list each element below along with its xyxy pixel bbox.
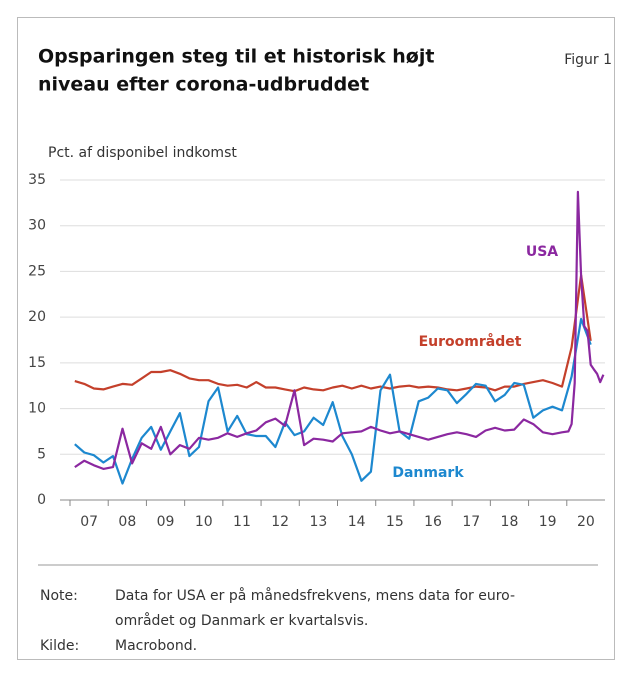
note: området og Danmark er kvartalsvis. [115, 612, 368, 629]
x-tick-label: 15 [386, 514, 404, 530]
chart-title: Opsparingen steg til et historisk højt [38, 46, 434, 68]
x-tick-label: 09 [157, 514, 175, 530]
x-tick-label: 16 [424, 514, 442, 530]
y-tick-label: 15 [28, 355, 46, 371]
x-tick-label: 17 [462, 514, 480, 530]
y-tick-label: 25 [28, 263, 46, 279]
source: Macrobond. [115, 638, 197, 654]
source-label: Kilde: [40, 638, 79, 654]
x-tick-label: 12 [271, 514, 289, 530]
card-border [17, 17, 615, 660]
x-tick-label: 19 [539, 514, 557, 530]
series-line [74, 274, 592, 393]
x-tick-label: 13 [309, 514, 327, 530]
series-label: Danmark [392, 465, 464, 481]
x-tick-label: 20 [577, 514, 595, 530]
x-tick-label: 08 [118, 514, 136, 530]
figure-label: Figur 1 [564, 52, 612, 68]
note-label: Note: [40, 588, 78, 604]
x-tick-label: 14 [348, 514, 366, 530]
y-tick-label: 30 [28, 218, 46, 234]
series-line [74, 317, 592, 485]
y-tick-label: 35 [28, 172, 46, 188]
y-tick-label: 0 [37, 492, 46, 508]
note: Data for USA er på månedsfrekvens, mens … [115, 587, 515, 604]
chart-title: niveau efter corona-udbruddet [38, 74, 369, 96]
x-tick-label: 18 [501, 514, 519, 530]
series-label: Euroområdet [419, 333, 522, 350]
series-label: USA [526, 244, 558, 260]
y-tick-label: 10 [28, 401, 46, 417]
y-tick-label: 20 [28, 309, 46, 325]
y-axis-label: Pct. af disponibel indkomst [48, 145, 237, 161]
x-tick-label: 07 [80, 514, 98, 530]
series-line [74, 190, 605, 470]
x-tick-label: 11 [233, 514, 251, 530]
y-tick-label: 5 [37, 446, 46, 462]
x-tick-label: 10 [195, 514, 213, 530]
